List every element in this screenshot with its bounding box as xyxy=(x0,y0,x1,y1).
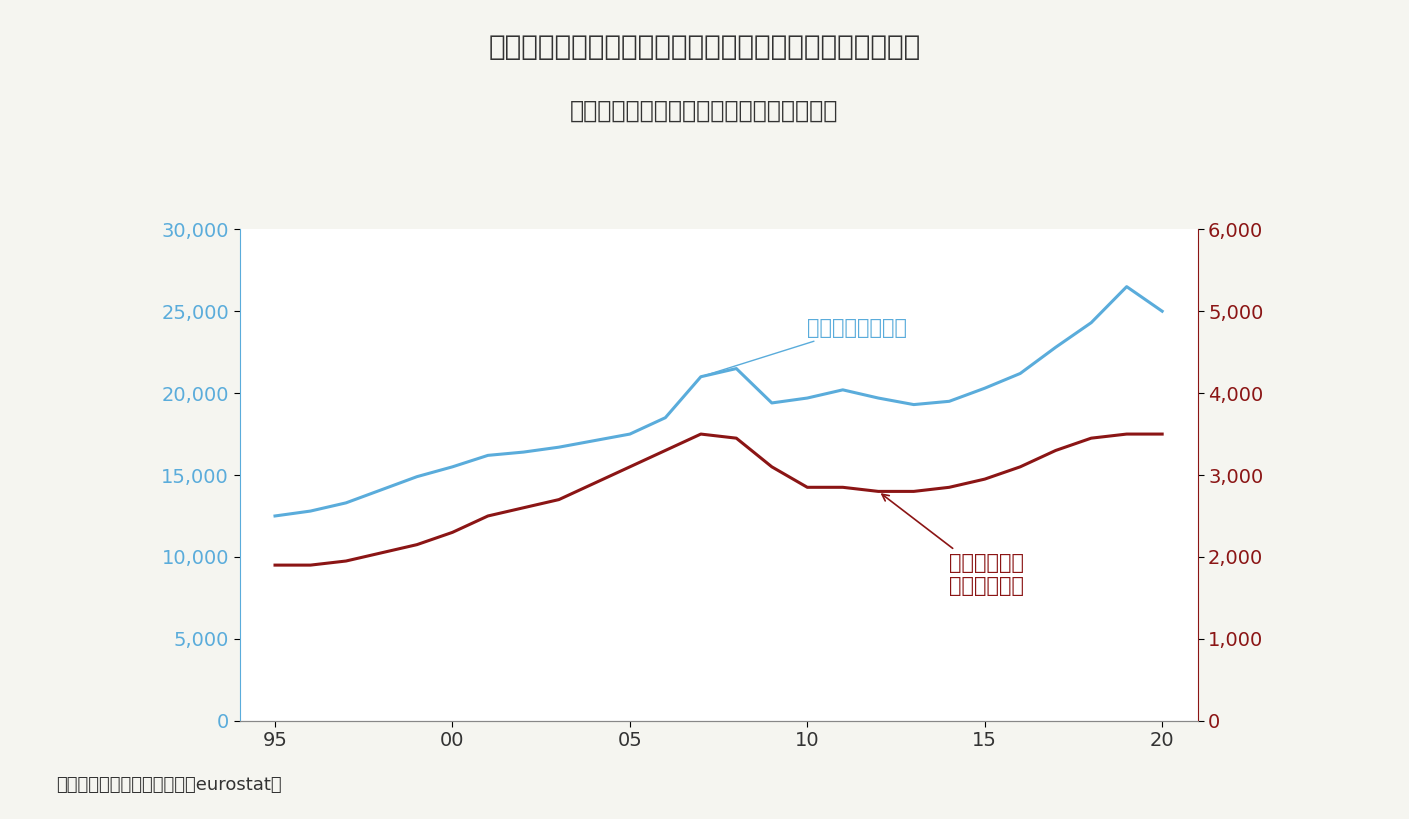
Text: うち一般政府
（右目盛り）: うち一般政府 （右目盛り） xyxy=(882,494,1024,596)
Text: （資料）欧州委員会統計局（eurostat）: （資料）欧州委員会統計局（eurostat） xyxy=(56,776,282,794)
Text: 総計（左目盛り）: 総計（左目盛り） xyxy=(703,318,907,376)
Text: ユーロ圏固定資本形成（単位：億ユーロ）: ユーロ圏固定資本形成（単位：億ユーロ） xyxy=(571,98,838,122)
Text: 世界金融危機～ユーロ危機は投資停滞という傷痕を残した: 世界金融危機～ユーロ危機は投資停滞という傷痕を残した xyxy=(489,33,920,61)
